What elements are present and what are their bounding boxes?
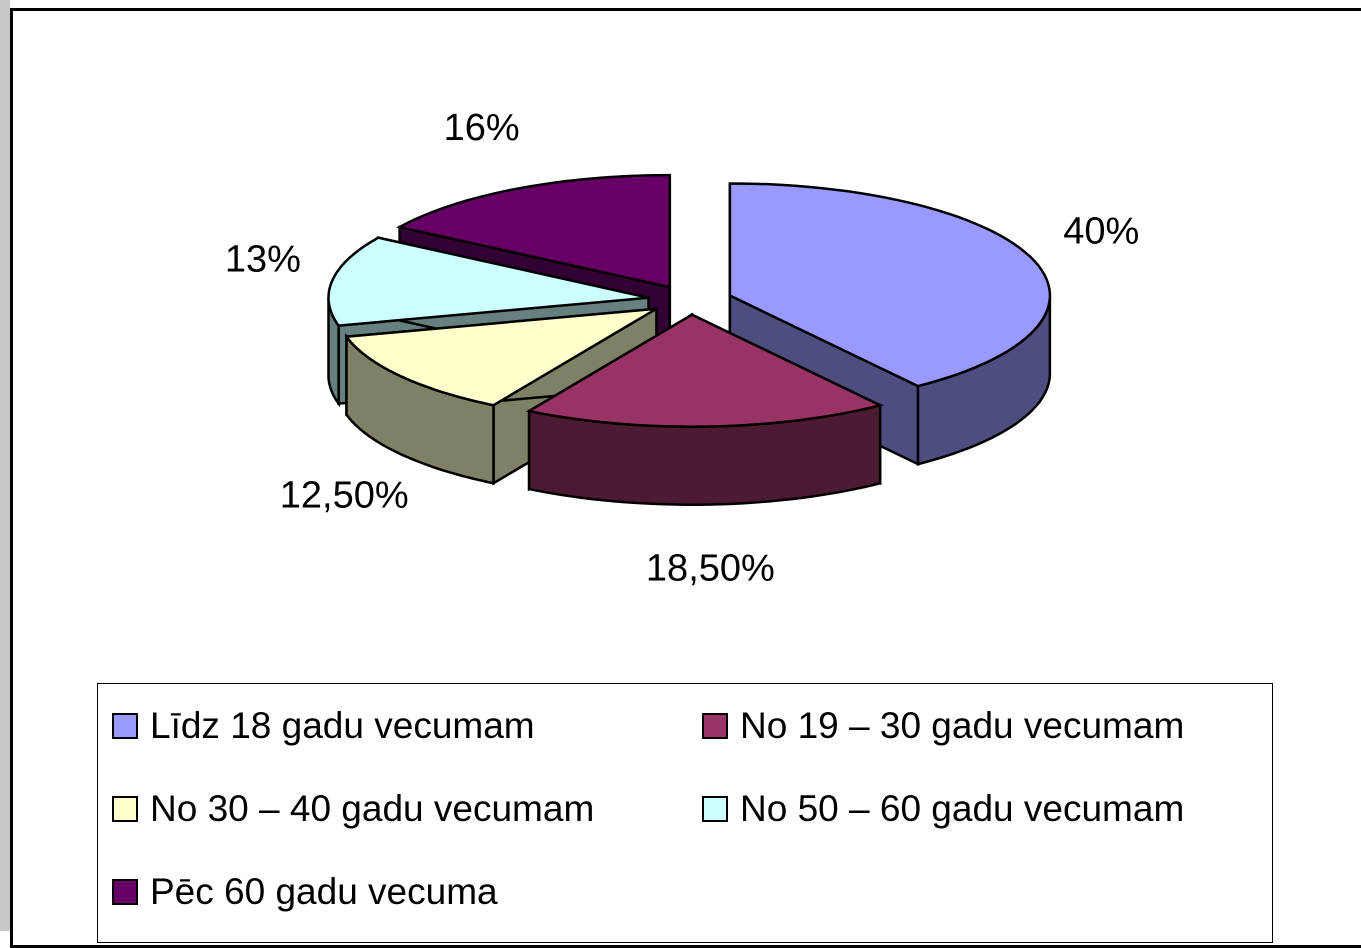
data-label: 12,50%: [280, 475, 409, 517]
legend-swatch: [702, 795, 728, 822]
legend-item: No 50 – 60 gadu vecumam: [702, 767, 1282, 850]
data-label: 16%: [444, 107, 520, 149]
data-label: 40%: [1063, 211, 1139, 253]
legend-item: No 30 – 40 gadu vecumam: [112, 767, 702, 850]
legend-label: No 19 – 30 gadu vecumam: [740, 704, 1185, 746]
pie-slice: [525, 313, 884, 428]
legend-item: Pēc 60 gadu vecuma: [112, 850, 702, 933]
legend-label: Pēc 60 gadu vecuma: [150, 870, 498, 912]
data-label: 18,50%: [646, 548, 775, 590]
data-label: 13%: [225, 238, 301, 280]
legend-label: No 50 – 60 gadu vecumam: [740, 787, 1185, 829]
pie-slice: [327, 236, 649, 327]
pie-slice: [728, 182, 1052, 388]
pie-slice: [396, 173, 672, 289]
legend-swatch: [702, 712, 728, 739]
slice-group: [525, 312, 884, 506]
legend-label: Līdz 18 gadu vecumam: [150, 704, 535, 746]
legend-swatch: [112, 795, 138, 822]
legend-swatch: [112, 878, 138, 905]
pie-slice: [344, 307, 658, 407]
legend-item: Līdz 18 gadu vecumam: [112, 684, 702, 767]
legend-label: No 30 – 40 gadu vecumam: [150, 787, 595, 829]
legend: Līdz 18 gadu vecumam No 19 – 30 gadu vecu…: [97, 683, 1273, 943]
chart: 40% 18,50% 12,50% 13% 16%: [225, 107, 1139, 590]
legend-item: No 19 – 30 gadu vecumam: [702, 684, 1282, 767]
legend-swatch: [112, 712, 138, 739]
window-edge: [0, 0, 10, 931]
